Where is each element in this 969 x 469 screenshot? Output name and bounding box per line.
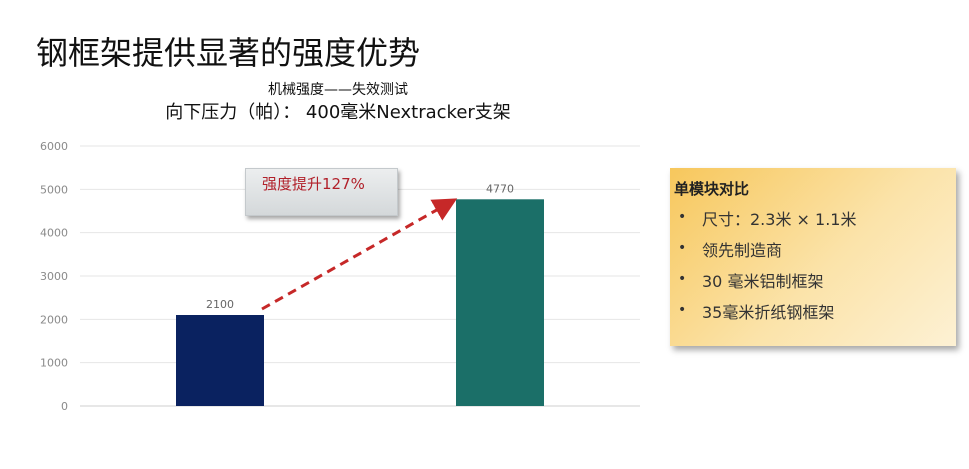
comparison-item-text: 30 毫米铝制框架 bbox=[702, 272, 824, 291]
comparison-item-text: 领先制造商 bbox=[702, 241, 783, 260]
comparison-list: • 尺寸：2.3米 × 1.1米 • 领先制造商 • 30 毫米铝制框架 • 35毫米折… bbox=[670, 206, 956, 330]
bullet-icon: • bbox=[678, 302, 687, 318]
comparison-item: • 30 毫米铝制框架 bbox=[670, 268, 956, 299]
comparison-item-text: 35毫米折纸钢框架 bbox=[702, 303, 835, 322]
comparison-panel-title: 单模块对比 bbox=[674, 180, 750, 198]
bar bbox=[456, 199, 544, 406]
chart-subtitle: 向下压力（帕）： 400毫米Nextracker支架 bbox=[165, 102, 511, 123]
bullet-icon: • bbox=[678, 271, 687, 287]
comparison-item: • 领先制造商 bbox=[670, 237, 956, 268]
data-label: 4770 bbox=[486, 182, 514, 195]
improvement-callout: 强度提升127% bbox=[245, 168, 398, 216]
y-tick-label: 3000 bbox=[40, 270, 68, 283]
comparison-item-text: 尺寸：2.3米 × 1.1米 bbox=[702, 210, 857, 229]
y-tick-label: 6000 bbox=[40, 140, 68, 153]
data-label: 2100 bbox=[206, 298, 234, 311]
bullet-icon: • bbox=[678, 209, 687, 225]
y-tick-label: 0 bbox=[61, 400, 68, 413]
y-tick-label: 1000 bbox=[40, 357, 68, 370]
chart-title: 机械强度——失效测试 bbox=[268, 82, 408, 98]
comparison-item: • 35毫米折纸钢框架 bbox=[670, 299, 956, 330]
slide-title: 钢框架提供显著的强度优势 bbox=[36, 34, 421, 72]
improvement-arrow bbox=[261, 198, 458, 311]
improvement-callout-label: 强度提升127% bbox=[262, 175, 365, 193]
comparison-item: • 尺寸：2.3米 × 1.1米 bbox=[670, 206, 956, 237]
bar bbox=[176, 315, 264, 406]
bullet-icon: • bbox=[678, 240, 687, 256]
y-tick-label: 2000 bbox=[40, 313, 68, 326]
y-tick-label: 5000 bbox=[40, 183, 68, 196]
y-tick-label: 4000 bbox=[40, 227, 68, 240]
bar-chart: 0 1000 2000 3000 4000 5000 6000 2100 4770 bbox=[40, 140, 640, 413]
comparison-panel: 单模块对比 • 尺寸：2.3米 × 1.1米 • 领先制造商 • 30 毫米铝制框架 … bbox=[670, 168, 956, 346]
